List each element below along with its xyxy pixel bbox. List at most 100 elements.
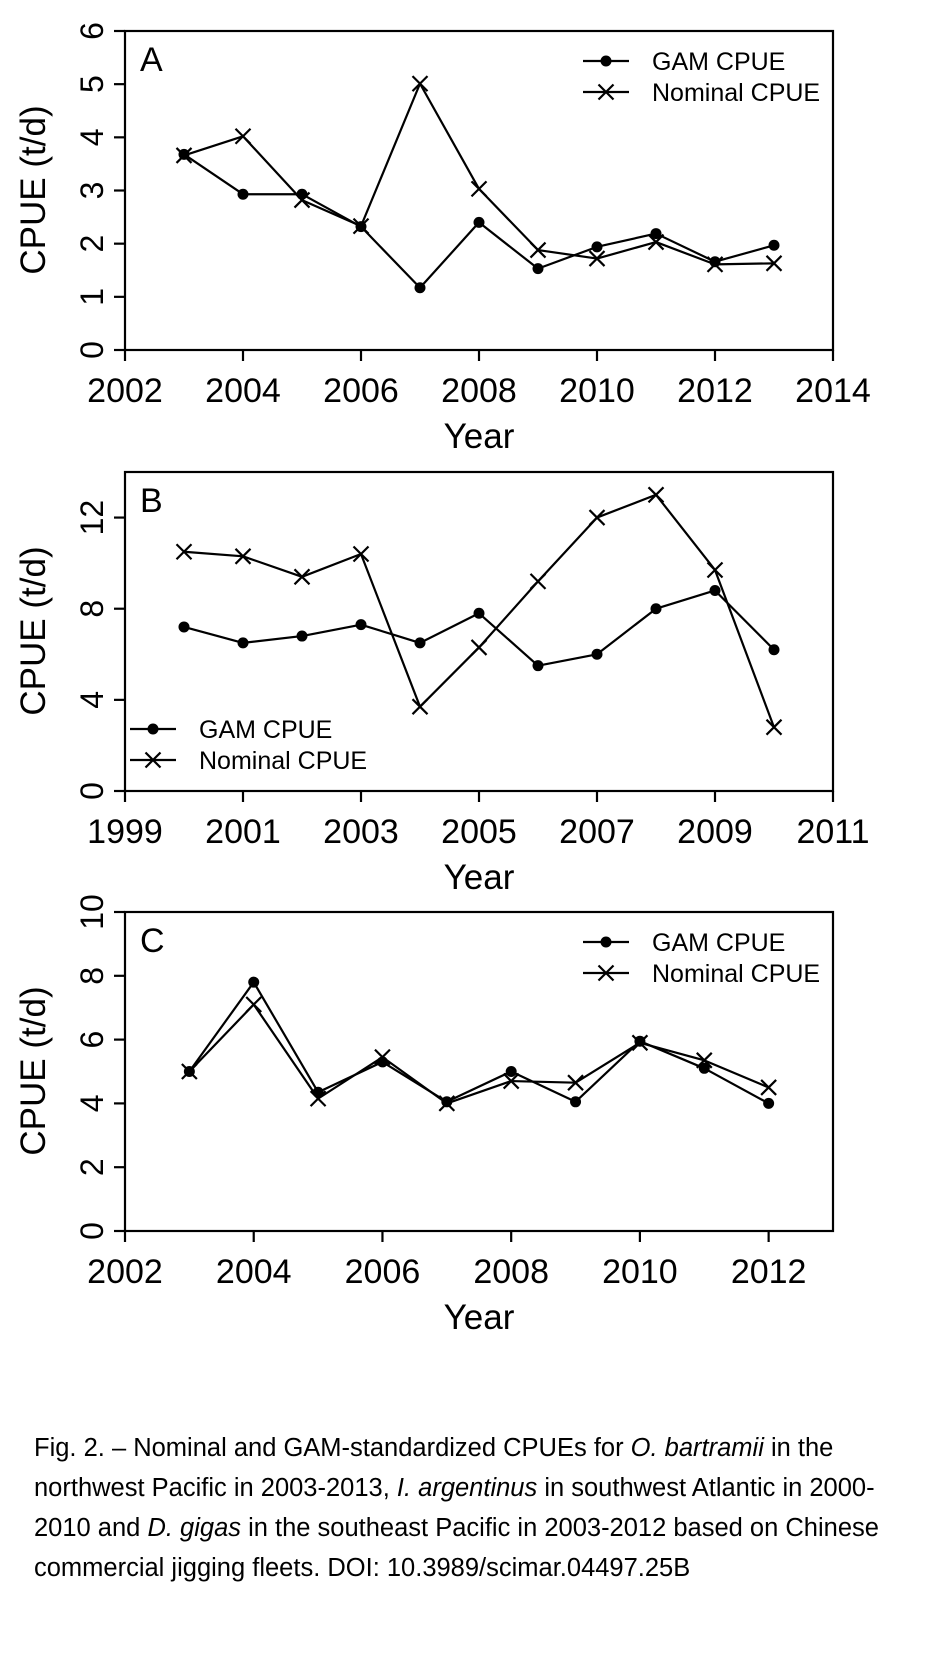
panel-b-series-nominal-point [234,548,252,565]
panel-a-series-gam-point [591,241,603,253]
panel-a-y-tick-label: 5 [74,75,110,93]
panel-b-series-nominal-point [647,486,665,504]
panel-c-series-gam-point [570,1096,582,1108]
panel-b-series-gam-point [650,603,662,615]
panel-c-legend-label: GAM CPUE [652,929,785,957]
panel-b-series-gam-point [237,637,249,649]
panel-c: 2002 2004 2006 2008 2010 2012 Year 0 2 4 6 8 10 CPUE … [14,894,835,1337]
panel-a: 2002 2004 2006 2008 2010 2012 2014 Year 0 1 2 3 4 5 6 C… [14,22,871,456]
panel-a-x-tick-label: 2006 [323,372,399,410]
panel-a-y-tick-label: 4 [74,128,110,146]
panel-a-x-tick-label: 2012 [677,372,753,410]
panel-b-y-tick-label: 8 [74,600,110,618]
panel-b-series-nominal-point [529,573,547,590]
panel-a-legend-marker [597,83,615,101]
panel-a-y-tick-label: 2 [74,235,110,253]
panel-c-legend-marker [597,964,615,982]
panel-b-letter: B [140,482,163,520]
panel-b-series-gam-point [178,621,190,633]
panel-a-series-gam-point [296,188,308,200]
panel-a-x-axis-label: Year [444,417,515,456]
panel-a-series-nominal-point [529,241,547,259]
panel-c-legend: GAM CPUE Nominal CPUE [583,929,820,988]
panel-b-legend: GAM CPUE Nominal CPUE [130,716,367,775]
panel-a-y-tick-label: 0 [74,341,110,359]
panel-a-x-tick-label: 2002 [87,372,163,410]
panel-b-series-gam-point [296,630,308,642]
panel-a-series-nominal-point [647,233,665,251]
caption-text-1: Fig. 2. – Nominal and GAM-standardized C… [34,1434,631,1462]
panel-a-series-nominal-point [352,217,370,235]
panel-a-y-tick-label: 1 [74,288,110,306]
panel-a-series-gam-point [768,239,780,251]
panel-c-series-nominal [181,996,777,1112]
panel-c-x-tick-label: 2004 [216,1253,292,1291]
panel-c-series-nominal-point [181,1063,198,1080]
panel-c-series-gam-point [763,1097,775,1109]
panel-b-y-axis-label: CPUE (t/d) [14,546,53,715]
panel-b-series-gam-line [183,589,775,667]
panel-c-series-nominal-point [567,1074,584,1091]
panel-c-y-tick-label: 6 [74,1031,110,1049]
panel-a-series-gam-point [650,228,662,240]
panel-c-x-axis-label: Year [444,1298,515,1337]
panel-b-x-tick-label: 2011 [796,813,869,851]
panel-c-series-gam-line [188,981,770,1105]
panel-b-series-nominal-point [293,568,311,586]
panel-a-series-gam [178,148,780,294]
panel-c-series-nominal-point [502,1072,520,1090]
panel-b-x-tick-label: 2005 [441,813,517,851]
panel-c-y-tick-label: 2 [74,1158,110,1176]
panel-b-series-gam-point [768,644,780,656]
panel-a-legend-label: Nominal CPUE [652,79,820,107]
panel-a-x-tick-label: 2004 [205,372,281,410]
panel-c-legend-marker [600,936,612,948]
panel-c-letter: C [140,922,165,960]
panel-b-legend-label: Nominal CPUE [199,747,367,775]
caption-text-2: in the northwest Pacific in 2003-2013, [34,1434,834,1502]
panel-a-series-gam-point [473,216,485,228]
panel-c-x-tick-label: 2002 [87,1253,163,1291]
caption-text-4: in the southeast Pacific in 2003-2012 ba… [34,1514,879,1582]
panel-a-series-nominal-point [470,180,488,198]
panel-b-series-gam-point [414,637,426,649]
panel-c-y-tick-label: 8 [74,967,110,985]
panel-c-x-tick-label: 2012 [731,1253,807,1291]
panel-a-letter: A [140,41,163,79]
panel-b-x-tick-label: 2001 [205,813,281,851]
caption-species-1: O. bartramii [630,1434,764,1462]
panel-a-series-nominal-point [588,250,606,267]
panel-a-x-tick-label: 2014 [795,372,871,410]
panel-b-y-tick-label: 12 [74,500,110,536]
panel-c-series-nominal-point [695,1052,713,1069]
panel-c-series-nominal-line [188,1003,770,1105]
panel-c-series-nominal-point [374,1048,391,1066]
panel-b-series-gam-point [532,660,544,672]
panel-b-legend-marker [144,751,162,769]
panel-a-series-gam-point [532,263,544,275]
panel-c-y-tick-label: 0 [74,1222,110,1240]
panel-c-y-tick-label: 10 [74,894,110,930]
panel-c-series-nominal-point [760,1079,777,1096]
panel-b-series-nominal-point [588,509,606,526]
panel-c-y-axis-label: CPUE (t/d) [14,986,53,1155]
panel-a-y-tick-label: 3 [74,182,110,200]
panel-a-series-nominal-point [411,75,429,92]
panel-b-series-nominal-point [352,545,370,563]
panel-b-y-tick-label: 0 [74,782,110,800]
caption-species-3: D. gigas [147,1514,241,1542]
panel-b-series-nominal-point [411,698,429,715]
panel-b-x-tick-label: 2009 [677,813,753,851]
panel-a-legend-marker [600,55,612,67]
panel-a-series-nominal [175,75,783,273]
panel-a-series-nominal-point [175,147,193,164]
panel-b-legend-label: GAM CPUE [199,716,332,744]
panel-c-series-gam [183,976,775,1109]
panel-c-x-tick-label: 2006 [345,1253,421,1291]
panel-c-series-gam-point [248,976,260,988]
panel-b-series-gam-point [591,648,603,660]
figure-panels: 2002 2004 2006 2008 2010 2012 2014Year0123456C… [14,22,871,1337]
panel-c-series-nominal-point [438,1095,456,1112]
panel-b-x-tick-label: 1999 [87,813,163,851]
panel-c-legend-label: Nominal CPUE [652,960,820,988]
